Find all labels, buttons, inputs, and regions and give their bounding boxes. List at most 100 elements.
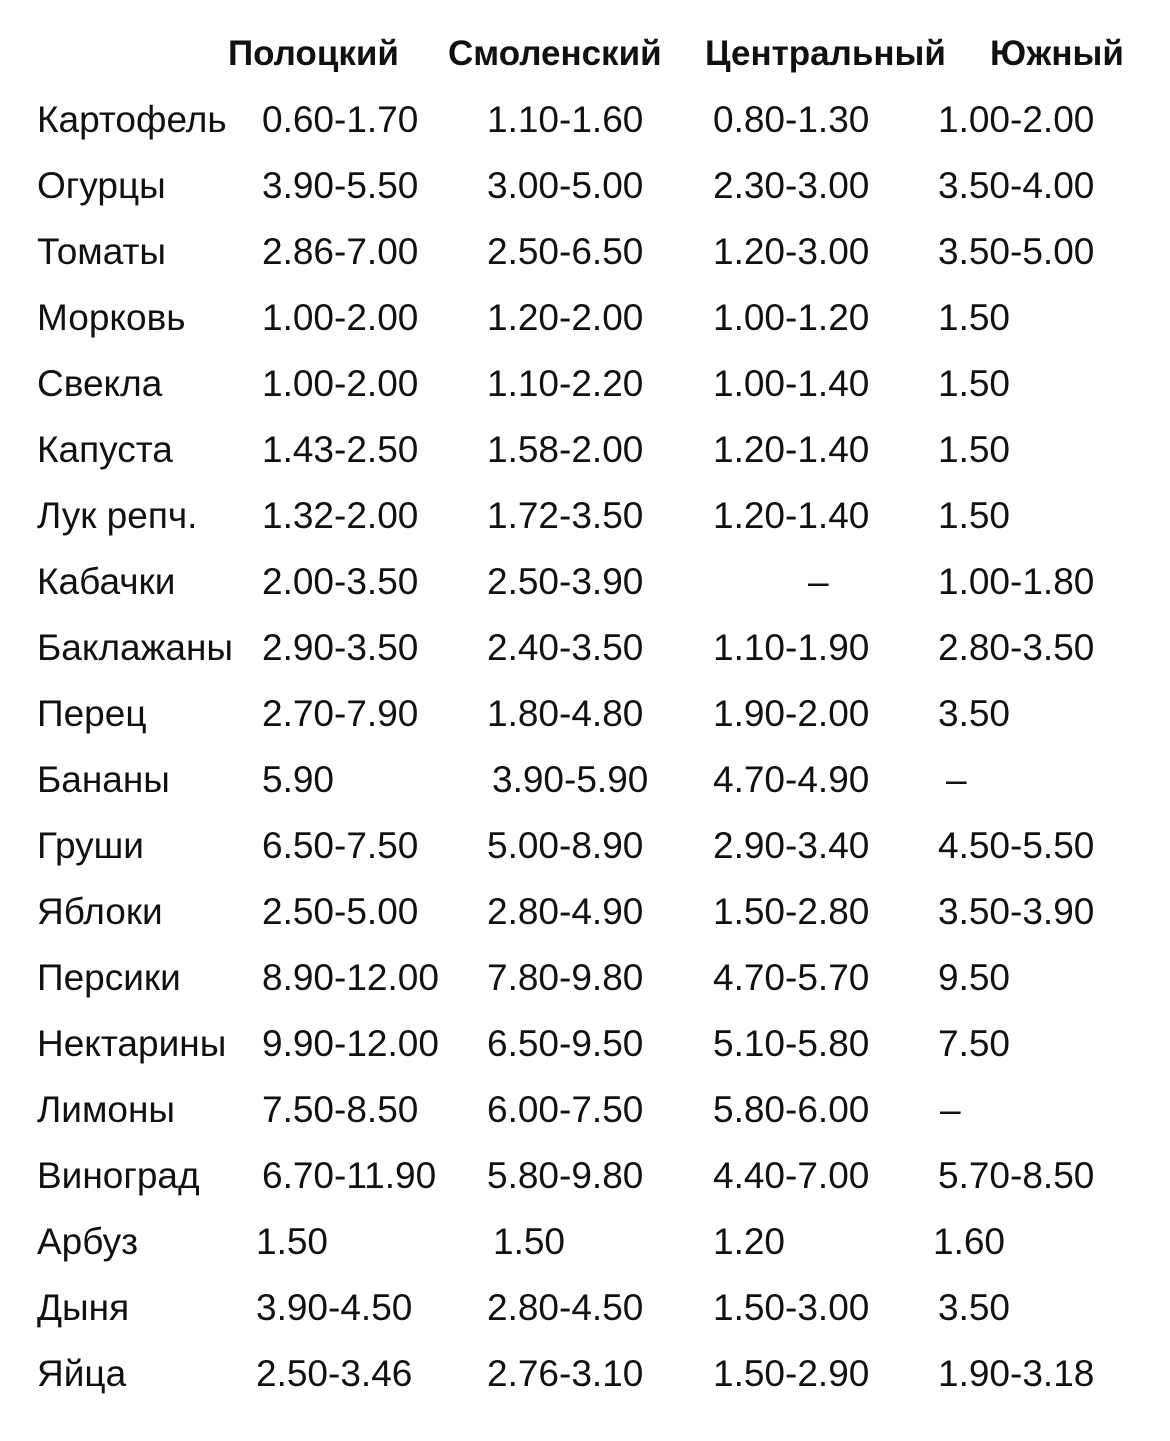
price-cell: 5.80-6.00: [713, 1089, 870, 1130]
row-label: Нектарины: [37, 1023, 227, 1064]
price-cell: 1.50: [493, 1221, 566, 1262]
row-label: Арбуз: [37, 1221, 139, 1262]
price-cell: 5.10-5.80: [713, 1023, 870, 1064]
price-cell: 6.00-7.50: [487, 1089, 644, 1130]
price-cell: –: [808, 561, 829, 602]
row-label: Картофель: [37, 99, 227, 140]
price-cell: 1.00-2.00: [262, 297, 419, 338]
price-cell: 3.50-4.00: [938, 165, 1095, 206]
row-label: Груши: [37, 825, 144, 866]
price-cell: 4.50-5.50: [938, 825, 1095, 866]
price-cell: 3.90-5.50: [262, 165, 419, 206]
price-cell: 2.80-3.50: [938, 627, 1095, 668]
price-cell: 2.80-4.90: [487, 891, 644, 932]
price-cell: 4.70-4.90: [713, 759, 870, 800]
price-cell: 1.20: [713, 1221, 786, 1262]
price-cell: 1.20-1.40: [713, 429, 870, 470]
price-cell: 2.50-3.90: [487, 561, 644, 602]
price-cell: 2.76-3.10: [487, 1353, 644, 1394]
price-cell: 3.90-5.90: [492, 759, 649, 800]
price-cell: 9.90-12.00: [262, 1023, 439, 1064]
price-cell: 2.90-3.50: [262, 627, 419, 668]
price-cell: 1.50: [938, 363, 1011, 404]
price-cell: 0.60-1.70: [262, 99, 419, 140]
price-cell: 0.80-1.30: [713, 99, 870, 140]
price-cell: –: [946, 759, 967, 800]
price-cell: 5.90: [262, 759, 335, 800]
price-cell: 3.50-3.90: [938, 891, 1095, 932]
price-cell: 1.00-2.00: [938, 99, 1095, 140]
price-cell: 1.10-2.20: [487, 363, 644, 404]
price-cell: 1.20-2.00: [487, 297, 644, 338]
price-cell: 3.50: [938, 693, 1011, 734]
price-cell: 1.58-2.00: [487, 429, 644, 470]
price-cell: 7.80-9.80: [487, 957, 644, 998]
price-cell: 1.50-2.90: [713, 1353, 870, 1394]
price-cell: –: [940, 1089, 961, 1130]
price-cell: 3.50-5.00: [938, 231, 1095, 272]
price-cell: 2.40-3.50: [487, 627, 644, 668]
price-cell: 1.80-4.80: [487, 693, 644, 734]
price-cell: 6.50-9.50: [487, 1023, 644, 1064]
price-cell: 1.90-2.00: [713, 693, 870, 734]
price-cell: 1.50-2.80: [713, 891, 870, 932]
row-label: Перец: [37, 693, 147, 734]
price-cell: 2.30-3.00: [713, 165, 870, 206]
price-cell: 4.40-7.00: [713, 1155, 870, 1196]
price-cell: 3.90-4.50: [256, 1287, 413, 1328]
price-cell: 2.00-3.50: [262, 561, 419, 602]
price-cell: 1.32-2.00: [262, 495, 419, 536]
price-cell: 1.43-2.50: [262, 429, 419, 470]
price-cell: 1.50: [938, 297, 1011, 338]
price-cell: 1.90-3.18: [938, 1353, 1095, 1394]
price-cell: 2.50-6.50: [487, 231, 644, 272]
price-cell: 5.70-8.50: [938, 1155, 1095, 1196]
price-cell: 6.70-11.90: [262, 1155, 437, 1196]
row-label: Огурцы: [37, 165, 166, 206]
row-label: Свекла: [37, 363, 163, 404]
price-cell: 7.50-8.50: [262, 1089, 419, 1130]
price-cell: 7.50: [938, 1023, 1011, 1064]
price-cell: 2.70-7.90: [262, 693, 419, 734]
price-cell: 2.80-4.50: [487, 1287, 644, 1328]
price-cell: 1.00-1.80: [938, 561, 1095, 602]
column-header: Полоцкий: [228, 34, 399, 73]
price-cell: 9.50: [938, 957, 1011, 998]
price-cell: 2.50-5.00: [262, 891, 419, 932]
price-cell: 1.50: [938, 429, 1011, 470]
price-cell: 1.50-3.00: [713, 1287, 870, 1328]
price-cell: 2.50-3.46: [256, 1353, 413, 1394]
row-label: Яблоки: [37, 891, 163, 932]
price-cell: 6.50-7.50: [262, 825, 419, 866]
price-cell: 1.20-1.40: [713, 495, 870, 536]
row-label: Дыня: [37, 1287, 130, 1328]
row-label: Бананы: [37, 759, 170, 800]
price-cell: 1.10-1.90: [713, 627, 870, 668]
row-label: Баклажаны: [37, 627, 233, 668]
price-cell: 3.50: [938, 1287, 1011, 1328]
price-cell: 1.10-1.60: [487, 99, 644, 140]
row-label: Лимоны: [37, 1089, 175, 1130]
price-cell: 5.80-9.80: [487, 1155, 644, 1196]
column-header: Центральный: [705, 34, 946, 73]
row-label: Капуста: [37, 429, 173, 470]
row-label: Кабачки: [37, 561, 176, 602]
row-label: Томаты: [37, 231, 167, 272]
price-cell: 1.00-1.20: [713, 297, 870, 338]
column-header: Южный: [990, 34, 1124, 73]
column-header: Смоленский: [448, 34, 662, 73]
row-label: Яйца: [37, 1353, 127, 1394]
price-cell: 1.20-3.00: [713, 231, 870, 272]
price-cell: 4.70-5.70: [713, 957, 870, 998]
price-cell: 1.72-3.50: [487, 495, 644, 536]
price-cell: 1.00-2.00: [262, 363, 419, 404]
row-label: Морковь: [37, 297, 186, 338]
price-cell: 1.50: [938, 495, 1011, 536]
price-cell: 1.60: [933, 1221, 1006, 1262]
price-cell: 2.86-7.00: [262, 231, 419, 272]
price-cell: 1.00-1.40: [713, 363, 870, 404]
row-label: Виноград: [37, 1155, 200, 1196]
price-cell: 1.50: [256, 1221, 329, 1262]
row-label: Персики: [37, 957, 181, 998]
row-label: Лук репч.: [37, 495, 198, 536]
